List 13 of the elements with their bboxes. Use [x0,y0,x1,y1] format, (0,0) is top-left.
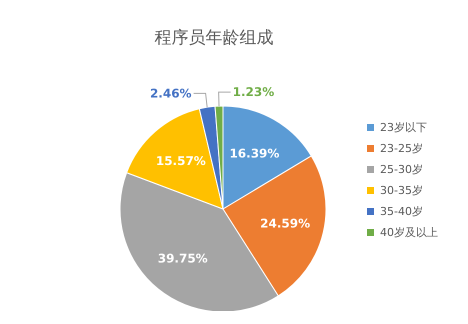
legend-label: 30-35岁 [380,183,423,199]
legend-label: 23岁以下 [380,120,427,136]
legend-label: 25-30岁 [380,162,423,178]
legend-label: 23-25岁 [380,141,423,157]
data-label: 39.75% [158,252,208,266]
data-label: 24.59% [260,216,310,231]
data-label: 2.46% [150,86,192,100]
legend-label: 40岁及以上 [380,225,438,241]
data-label: 15.57% [156,154,206,168]
chart-title: 程序员年龄组成 [154,27,274,49]
legend-label: 35-40岁 [380,204,423,220]
data-label: 1.23% [232,85,274,100]
data-label: 16.39% [229,146,280,160]
